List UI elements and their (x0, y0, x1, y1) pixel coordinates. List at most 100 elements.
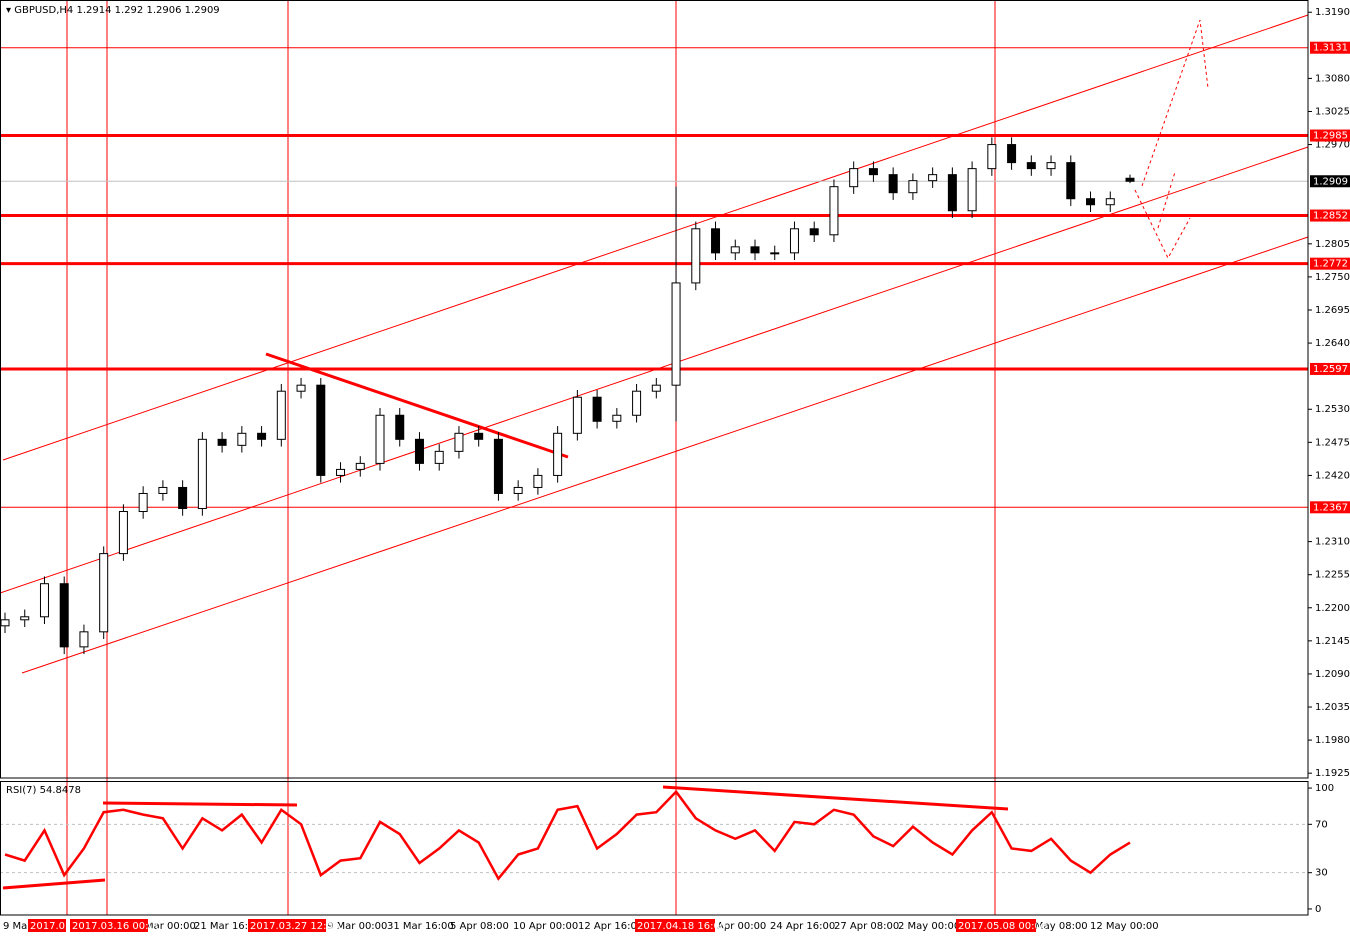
x-tick-label: 10 Apr 00:00 (513, 921, 578, 932)
rsi-panel-frame (0, 781, 1309, 916)
candle-body (612, 414, 622, 422)
level-label: 1.2985 (1313, 131, 1348, 142)
plot: 1.3190 1.3080 1.3025 1.2970 1.2805 1.2750 1.26… (0, 7, 1350, 932)
level-label: 1.2772 (1313, 259, 1348, 270)
projection (1134, 189, 1191, 260)
marker-label: 2017.03.27 12:00 (250, 921, 339, 932)
y-tick-label: 1.2970 (1315, 140, 1350, 151)
price-panel-frame (0, 0, 1309, 779)
marker-label-box (70, 919, 148, 932)
rsi-trend-line (2, 878, 106, 890)
y-tick-label: 1.2750 (1315, 272, 1350, 283)
rsi-title: RSI(7) (6, 785, 37, 796)
candle-body (197, 438, 207, 510)
y-tick-label: 1.1925 (1315, 768, 1350, 779)
candle-body (1026, 162, 1036, 170)
candle-body (809, 228, 819, 236)
candle-body (20, 616, 30, 621)
x-tick-label: 21 Mar 16:00 (194, 921, 261, 932)
candle-body (336, 468, 346, 476)
candle-body (572, 396, 582, 434)
trend-line (265, 352, 569, 459)
marker-label: 2017.05.08 00:00 (958, 921, 1047, 932)
candle-body (553, 432, 563, 476)
drawing-objects (0, 0, 1309, 915)
x-tick-label: 12 Apr 16:00 (578, 921, 643, 932)
candle-body (316, 384, 326, 476)
candle-body (632, 390, 642, 416)
candle-body (908, 180, 918, 194)
y-tick-label: 1.2805 (1315, 239, 1350, 250)
x-tick-label: Apr 00:00 (717, 921, 766, 932)
candle-body (59, 583, 69, 648)
candle-body (849, 168, 859, 188)
candle-body (474, 432, 484, 440)
level-label-box (1310, 129, 1350, 142)
rsi-trend-line (102, 801, 298, 807)
y-tick-label: 30 (1315, 868, 1328, 879)
candle-body (513, 486, 523, 494)
candle-body (592, 396, 602, 422)
chart-header: ▾ GBPUSD,H4 1.2914 1.292 1.2906 1.2909 (6, 5, 220, 16)
candle-body (79, 631, 89, 648)
marker-label: 2017.03. (30, 921, 75, 932)
candle-body (1066, 162, 1076, 200)
rsi-header: RSI(7) 54.8478 (6, 785, 81, 796)
candle-body (651, 384, 661, 392)
level-label: 1.2597 (1313, 364, 1348, 375)
x-tick-label: 9 Mar 00:00 (327, 921, 387, 932)
y-tick-label: 1.3190 (1315, 7, 1350, 18)
x-tick-label: 9 Mar (3, 921, 32, 932)
x-tick-label: 5 Apr 08:00 (450, 921, 509, 932)
candle-body (0, 619, 10, 627)
candle-body (888, 174, 898, 194)
y-tick-label: 1.2090 (1315, 669, 1350, 680)
y-tick-label: 70 (1315, 819, 1328, 830)
candle-body (533, 474, 543, 488)
candle-body (178, 486, 188, 510)
y-tick-label: 1.2145 (1315, 636, 1350, 647)
y-tick-label: 1.1980 (1315, 735, 1350, 746)
level-label-box (1310, 362, 1350, 375)
marker-label-box (956, 919, 1036, 932)
candle-body (296, 384, 306, 392)
y-tick-label: 100 (1315, 783, 1334, 794)
y-tick-label: 1.2310 (1315, 537, 1350, 548)
rsi-trend-line (662, 785, 1009, 811)
y-tick-label: 1.2640 (1315, 338, 1350, 349)
candle-body (1007, 144, 1017, 164)
y-tick-label: 1.2475 (1315, 437, 1350, 448)
candle-body (493, 438, 503, 494)
candle-body (355, 462, 365, 470)
candle-body (414, 438, 424, 464)
candle-body (829, 186, 839, 236)
candle-body (730, 246, 740, 254)
x-tick-label: Mar 00:00 (145, 921, 196, 932)
level-label: 1.2909 (1313, 176, 1348, 187)
candle-body (237, 432, 247, 446)
candle-body (217, 438, 227, 446)
candle-body (1086, 198, 1096, 206)
candle-body (434, 450, 444, 464)
header-high: 1.292 (115, 5, 144, 16)
candle-body (257, 432, 267, 440)
candle-body (789, 228, 799, 254)
candle-body (1046, 162, 1056, 170)
x-tick-label: May 08:00 (1035, 921, 1088, 932)
candle-body (770, 252, 780, 255)
candle-body (99, 553, 109, 633)
projection (1157, 171, 1176, 229)
y-tick-label: 1.2035 (1315, 702, 1350, 713)
header-open: 1.2914 (76, 5, 111, 16)
marker-label-box (248, 919, 326, 932)
candle-body (138, 492, 148, 513)
candle-body (928, 174, 938, 182)
candle-body (158, 486, 168, 494)
level-label-box (1310, 209, 1350, 222)
level-label: 1.2852 (1313, 211, 1348, 222)
candle-body (967, 168, 977, 212)
y-tick-label: 1.2255 (1315, 570, 1350, 581)
candle-body (276, 390, 286, 440)
y-tick-label: 1.2530 (1315, 404, 1350, 415)
